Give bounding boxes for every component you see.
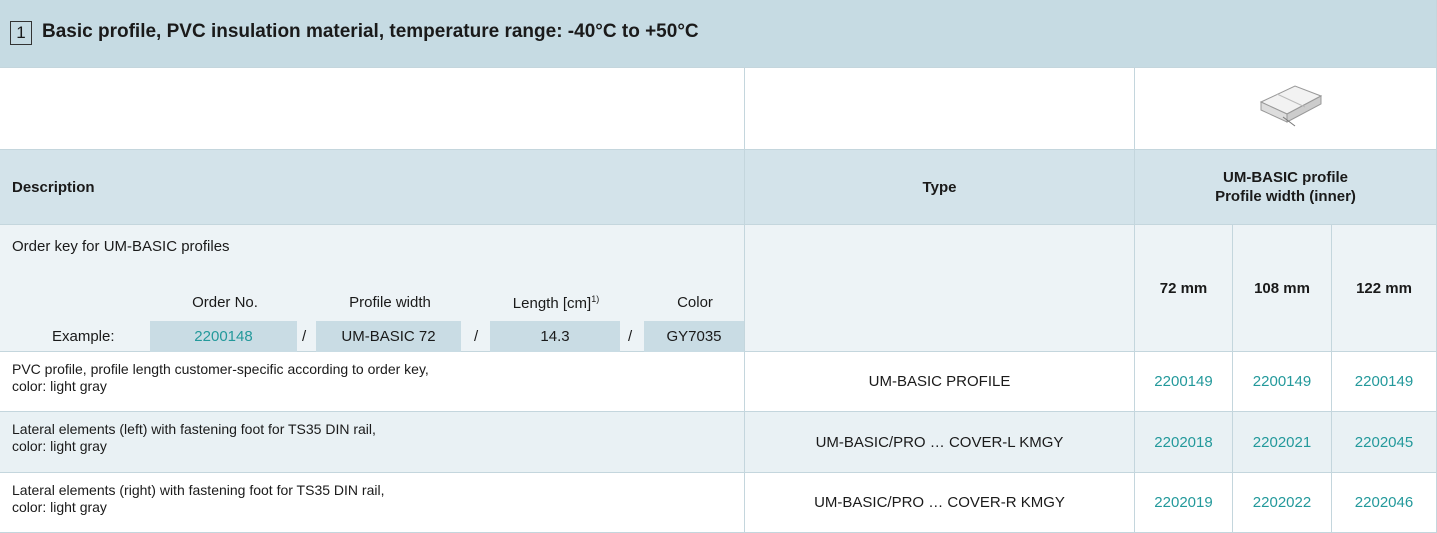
example-label: Example: (52, 328, 115, 345)
description-line: PVC profile, profile length customer-spe… (12, 361, 429, 377)
order-number[interactable]: 2200149 (1233, 352, 1332, 412)
blank-cell (745, 68, 1135, 150)
width-header: 108 mm (1233, 225, 1332, 352)
order-number[interactable]: 2202018 (1135, 412, 1233, 473)
order-number[interactable]: 2202045 (1332, 412, 1437, 473)
example-color: GY7035 (644, 321, 744, 352)
footnote-ref: 1) (591, 294, 600, 304)
order-number[interactable]: 2200149 (1135, 352, 1233, 412)
order-key-label: Order No. (192, 294, 258, 311)
order-key-label: Color (677, 294, 713, 311)
blank-cell (0, 68, 745, 150)
separator: / (474, 328, 479, 345)
description-line: color: light gray (12, 499, 107, 515)
header-product-name: UM-BASIC profile (1223, 169, 1348, 186)
order-key-label-text: Length [cm] (512, 295, 592, 312)
order-number[interactable]: 2202021 (1233, 412, 1332, 473)
order-number[interactable]: 2200149 (1332, 352, 1437, 412)
header-product-sub: Profile width (inner) (1215, 188, 1356, 205)
section-number: 1 (10, 21, 32, 45)
order-number[interactable]: 2202046 (1332, 473, 1437, 533)
example-order-no[interactable]: 2200148 (150, 321, 297, 352)
order-key-title: Order key for UM-BASIC profiles (12, 238, 230, 255)
separator: / (302, 328, 307, 345)
width-header: 72 mm (1135, 225, 1233, 352)
row-type: UM-BASIC/PRO … COVER-L KMGY (745, 412, 1135, 473)
example-length: 14.3 (490, 321, 620, 352)
order-key-label: Length [cm]1) (513, 294, 599, 312)
order-number[interactable]: 2202022 (1233, 473, 1332, 533)
width-header: 122 mm (1332, 225, 1437, 352)
title-bar: 1 Basic profile, PVC insulation material… (0, 0, 1437, 68)
order-key-type-cell (745, 225, 1135, 352)
row-description: Lateral elements (right) with fastening … (0, 473, 745, 533)
header-description: Description (0, 150, 745, 225)
description-line: color: light gray (12, 378, 107, 394)
description-line: color: light gray (12, 438, 107, 454)
section-title: Basic profile, PVC insulation material, … (42, 21, 699, 42)
row-description: PVC profile, profile length customer-spe… (0, 352, 745, 412)
header-type: Type (745, 150, 1135, 225)
image-cell (1135, 68, 1437, 150)
description-line: Lateral elements (right) with fastening … (12, 482, 385, 498)
order-number[interactable]: 2202019 (1135, 473, 1233, 533)
order-key-label: Profile width (349, 294, 431, 311)
row-type: UM-BASIC/PRO … COVER-R KMGY (745, 473, 1135, 533)
header-product: UM-BASIC profile Profile width (inner) (1135, 150, 1437, 225)
row-description: Lateral elements (left) with fastening f… (0, 412, 745, 473)
separator: / (628, 328, 633, 345)
example-width: UM-BASIC 72 (316, 321, 461, 352)
product-image (1259, 85, 1323, 127)
row-type: UM-BASIC PROFILE (745, 352, 1135, 412)
description-line: Lateral elements (left) with fastening f… (12, 421, 376, 437)
